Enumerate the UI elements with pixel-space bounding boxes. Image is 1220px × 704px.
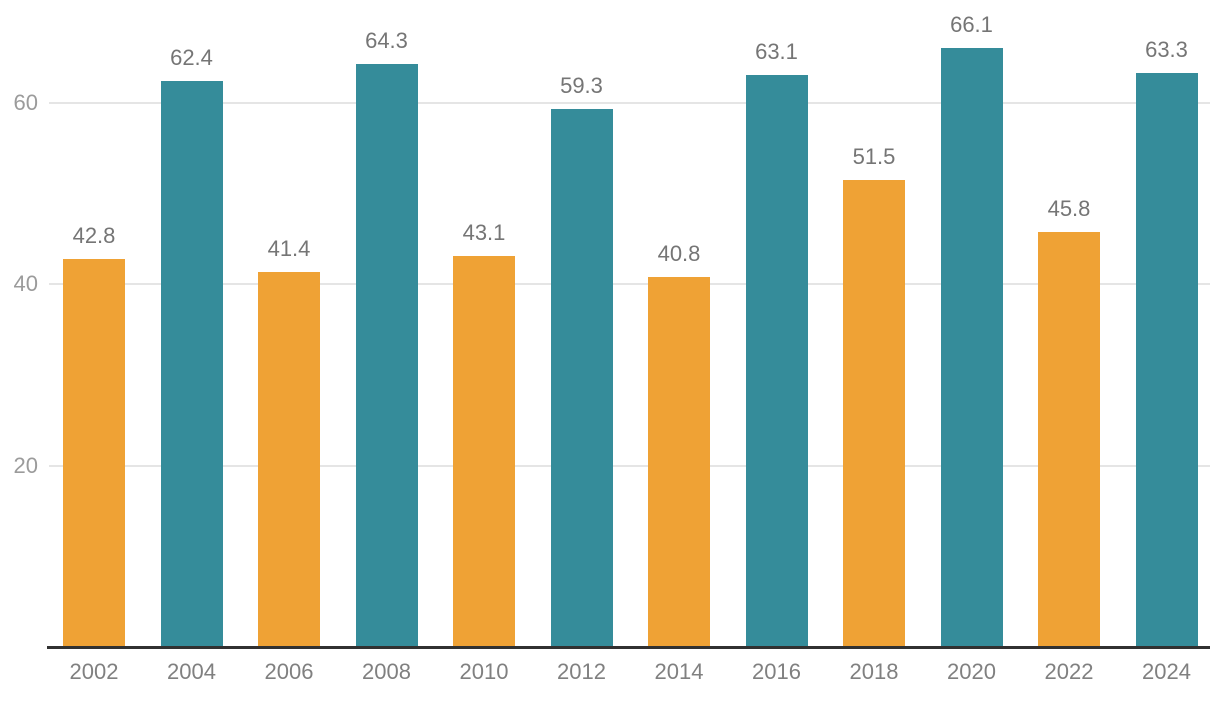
y-axis-tick-label: 60	[13, 90, 38, 115]
x-axis-tick-label: 2004	[167, 659, 216, 684]
bar-2014	[648, 277, 710, 647]
bar-value-label: 59.3	[560, 73, 603, 99]
bar-2010	[453, 256, 515, 647]
x-axis-tick-label: 2024	[1142, 659, 1191, 684]
gridline-40	[49, 283, 1210, 286]
bar-value-label: 43.1	[462, 220, 506, 246]
bar-2024	[1135, 73, 1198, 647]
bar-value-label: 41.4	[267, 235, 311, 261]
x-axis-tick-label: 2014	[654, 659, 704, 684]
bar-value-label: 40.8	[657, 241, 701, 267]
gridline-20	[49, 464, 1210, 467]
bar-2008	[355, 64, 418, 647]
x-axis-tick-label: 2018	[849, 659, 899, 684]
bar-2002	[63, 258, 125, 647]
x-axis-tick-label: 2002	[69, 659, 119, 684]
bar-2016	[745, 74, 808, 647]
x-axis-tick-label: 2012	[557, 659, 606, 684]
gridline-60	[49, 102, 1210, 104]
bar-value-label: 66.1	[950, 11, 993, 37]
bar-value-label: 64.3	[365, 28, 408, 53]
bar-2004	[160, 81, 223, 647]
bar-value-label: 62.4	[170, 45, 213, 71]
y-axis-tick-label: 20	[13, 452, 38, 478]
bar-2006	[258, 271, 320, 647]
bar-value-label: 45.8	[1047, 195, 1091, 221]
bar-2012	[550, 109, 613, 647]
bar-value-label: 42.8	[72, 222, 116, 248]
x-axis-line	[47, 646, 1210, 649]
bar-value-label: 63.3	[1145, 37, 1188, 63]
bar-2022	[1038, 231, 1100, 647]
x-axis-tick-label: 2022	[1044, 659, 1094, 684]
bar-2020	[940, 47, 1003, 647]
x-axis-tick-label: 2006	[264, 659, 314, 684]
x-axis-tick-label: 2020	[947, 659, 996, 684]
bar-value-label: 63.1	[755, 38, 798, 64]
bar-value-label: 51.5	[852, 144, 896, 170]
y-axis-tick-label: 40	[13, 271, 38, 297]
bar-2018	[843, 180, 905, 647]
x-axis-tick-label: 2008	[362, 659, 411, 684]
x-axis-tick-label: 2016	[752, 659, 801, 684]
x-axis-tick-label: 2010	[459, 659, 509, 684]
